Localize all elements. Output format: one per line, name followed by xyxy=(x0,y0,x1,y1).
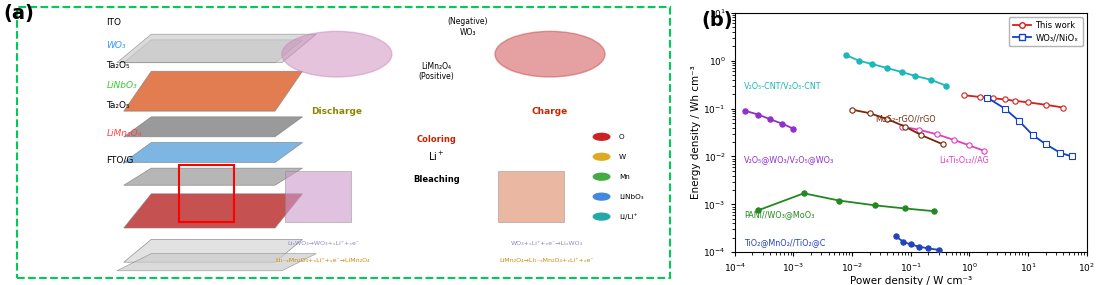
Text: LiMn₂O₄→Li₁₋ₓMn₂O₄+ₓLi⁺+ₓe⁻: LiMn₂O₄→Li₁₋ₓMn₂O₄+ₓLi⁺+ₓe⁻ xyxy=(499,258,594,263)
Circle shape xyxy=(593,133,609,140)
Legend: This work, WO₃//NiOₓ: This work, WO₃//NiOₓ xyxy=(1009,17,1082,46)
Text: LiNbO₃: LiNbO₃ xyxy=(618,194,644,200)
Circle shape xyxy=(282,31,392,77)
Circle shape xyxy=(495,31,605,77)
Text: O: O xyxy=(618,134,625,140)
Text: Discharge: Discharge xyxy=(311,107,362,116)
Polygon shape xyxy=(123,194,303,228)
FancyBboxPatch shape xyxy=(18,7,670,278)
Text: W: W xyxy=(618,154,626,160)
Text: Li₄Ti₅O₁₂//AG: Li₄Ti₅O₁₂//AG xyxy=(938,155,989,164)
Text: Ta₂O₅: Ta₂O₅ xyxy=(107,61,130,70)
Polygon shape xyxy=(123,142,303,162)
Text: (Negative)
WO₃: (Negative) WO₃ xyxy=(448,17,487,36)
Text: MoS₂-rGO//rGO: MoS₂-rGO//rGO xyxy=(876,115,936,124)
Text: LiMn₂O₄
(Positive): LiMn₂O₄ (Positive) xyxy=(419,62,454,81)
Text: (a): (a) xyxy=(3,4,34,23)
Polygon shape xyxy=(123,117,303,137)
Text: LiₓWO₃→WO₃+ₓLi⁺+ₓe⁻: LiₓWO₃→WO₃+ₓLi⁺+ₓe⁻ xyxy=(287,241,360,246)
Circle shape xyxy=(593,213,609,220)
Text: Charge: Charge xyxy=(532,107,568,116)
Text: Coloring: Coloring xyxy=(417,135,456,144)
Text: PANI//WO₃@MoO₃: PANI//WO₃@MoO₃ xyxy=(745,210,815,219)
Polygon shape xyxy=(123,40,303,63)
Text: WO₃: WO₃ xyxy=(107,41,126,50)
Polygon shape xyxy=(123,168,303,185)
Text: LiMn₂O₄: LiMn₂O₄ xyxy=(107,129,142,139)
Text: V₂O₅-CNT/V₂O₅-CNT: V₂O₅-CNT/V₂O₅-CNT xyxy=(745,81,822,90)
Text: ITO: ITO xyxy=(107,18,122,27)
Text: (b): (b) xyxy=(702,11,734,30)
Circle shape xyxy=(593,153,609,160)
Text: LiNbO₃: LiNbO₃ xyxy=(107,81,138,90)
Text: Bleaching: Bleaching xyxy=(414,175,460,184)
Text: Li/Li⁺: Li/Li⁺ xyxy=(618,213,637,220)
Text: Ta₂O₅: Ta₂O₅ xyxy=(107,101,130,110)
Text: FTO/G: FTO/G xyxy=(107,155,134,164)
X-axis label: Power density / W cm⁻³: Power density / W cm⁻³ xyxy=(849,276,972,285)
Text: V₂O₅@WO₃/V₂O₅@WO₃: V₂O₅@WO₃/V₂O₅@WO₃ xyxy=(745,155,835,164)
Y-axis label: Energy density / Wh cm⁻³: Energy density / Wh cm⁻³ xyxy=(691,66,701,200)
Polygon shape xyxy=(117,254,317,271)
Polygon shape xyxy=(123,239,303,262)
Text: WO₃+ₓLi⁺+ₓe⁻→LiₓWO₃: WO₃+ₓLi⁺+ₓe⁻→LiₓWO₃ xyxy=(510,241,583,246)
Circle shape xyxy=(593,173,609,180)
FancyBboxPatch shape xyxy=(285,171,351,222)
Text: Li$^+$: Li$^+$ xyxy=(428,150,444,163)
Text: Li₁₋ₓMn₂O₄+ₓLi⁺+ₓe⁻→LiMn₂O₄: Li₁₋ₓMn₂O₄+ₓLi⁺+ₓe⁻→LiMn₂O₄ xyxy=(276,258,371,263)
Text: Mn: Mn xyxy=(618,174,629,180)
Circle shape xyxy=(593,193,609,200)
Bar xyxy=(178,165,233,222)
FancyBboxPatch shape xyxy=(498,171,563,222)
Polygon shape xyxy=(117,34,317,63)
Polygon shape xyxy=(123,71,303,111)
Text: TiO₂@MnO₂//TiO₂@C: TiO₂@MnO₂//TiO₂@C xyxy=(745,238,826,247)
